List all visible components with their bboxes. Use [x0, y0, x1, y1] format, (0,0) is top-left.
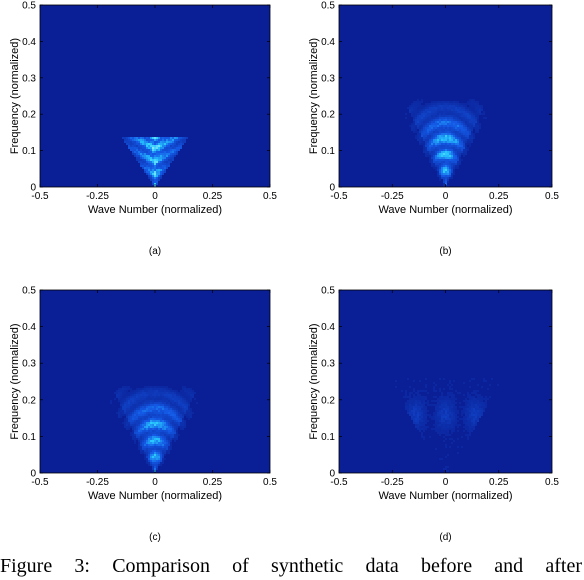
y-tick-label: 0.1 — [321, 146, 335, 157]
x-tick-label: -0.25 — [381, 191, 404, 202]
x-tick-label: -0.25 — [86, 191, 109, 202]
x-tick-label: 0.5 — [263, 191, 277, 202]
x-tick-label: 0.5 — [263, 477, 277, 488]
x-tick-label: 0.5 — [545, 191, 559, 202]
x-tick-label: -0.25 — [381, 477, 404, 488]
energy-field — [122, 137, 188, 187]
chart-panel-b: -0.5 -0.25 0 0.25 0.5 0 0.1 0.2 0.3 0.4 0.5 Wave Nu… — [308, 1, 559, 258]
y-axis-label: Frequency (normalized) — [308, 323, 320, 439]
energy-field — [110, 386, 198, 472]
x-tick-label: 0 — [443, 477, 449, 488]
y-tick-label: 0.3 — [321, 73, 335, 84]
y-tick-label: 0.5 — [321, 286, 335, 297]
chart-panel-a: -0.5 -0.25 0 0.25 0.5 0 0.1 0.2 0.3 0.4 0.5 Wave Nu… — [9, 1, 277, 258]
x-tick-label: 0 — [443, 191, 449, 202]
panel-label: (d) — [439, 532, 451, 543]
x-axis-label: Wave Number (normalized) — [88, 204, 222, 216]
x-tick-label: 0.25 — [203, 477, 223, 488]
y-tick-label: 0 — [329, 469, 335, 480]
panel-label: (c) — [149, 532, 161, 543]
x-tick-label: 0 — [152, 477, 158, 488]
y-tick-label: 0.5 — [22, 1, 36, 12]
y-tick-label: 0.3 — [321, 359, 335, 370]
x-tick-label: -0.25 — [86, 477, 109, 488]
y-tick-label: 0.4 — [321, 37, 335, 48]
y-axis-label: Frequency (normalized) — [9, 38, 21, 154]
y-axis-label: Frequency (normalized) — [308, 38, 320, 154]
energy-field — [395, 378, 499, 472]
x-tick-label: -0.5 — [330, 477, 348, 488]
y-tick-label: 0.2 — [22, 395, 36, 406]
y-tick-label: 0 — [30, 183, 36, 194]
panel-label: (a) — [149, 246, 161, 257]
y-tick-label: 0.2 — [321, 395, 335, 406]
y-tick-label: 0.3 — [22, 359, 36, 370]
y-tick-label: 0.4 — [22, 322, 36, 333]
y-tick-label: 0.2 — [22, 110, 36, 121]
y-tick-label: 0.1 — [22, 432, 36, 443]
x-tick-label: 0.25 — [489, 191, 509, 202]
y-tick-label: 0.2 — [321, 110, 335, 121]
x-tick-label: 0.5 — [545, 477, 559, 488]
y-axis-label: Frequency (normalized) — [9, 323, 21, 439]
y-tick-label: 0.5 — [321, 1, 335, 12]
energy-field — [405, 99, 487, 187]
x-tick-label: 0.25 — [203, 191, 223, 202]
x-axis-label: Wave Number (normalized) — [88, 490, 222, 502]
x-axis-label: Wave Number (normalized) — [378, 204, 512, 216]
chart-panel-d: -0.5 -0.25 0 0.25 0.5 0 0.1 0.2 0.3 0.4 0.5 Wave Nu… — [308, 286, 559, 544]
figure: -0.5 -0.25 0 0.25 0.5 0 0.1 0.2 0.3 0.4 0.5 Wave Nu… — [9, 1, 559, 544]
y-tick-label: 0.4 — [321, 322, 335, 333]
y-tick-label: 0.1 — [22, 146, 36, 157]
x-axis-label: Wave Number (normalized) — [378, 490, 512, 502]
y-tick-label: 0.1 — [321, 432, 335, 443]
y-tick-label: 0 — [30, 469, 36, 480]
y-tick-label: 0.4 — [22, 37, 36, 48]
x-tick-label: -0.5 — [31, 477, 49, 488]
y-tick-label: 0.3 — [22, 73, 36, 84]
x-tick-label: 0 — [152, 191, 158, 202]
x-tick-label: -0.5 — [330, 191, 348, 202]
x-tick-label: 0.25 — [489, 477, 509, 488]
plot-area — [339, 290, 552, 473]
panel-label: (b) — [439, 246, 451, 257]
figure-caption: Figure 3: Comparison of synthetic data b… — [0, 555, 582, 577]
y-tick-label: 0.5 — [22, 286, 36, 297]
chart-panel-c: -0.5 -0.25 0 0.25 0.5 0 0.1 0.2 0.3 0.4 0.5 Wave Nu… — [9, 286, 277, 544]
y-tick-label: 0 — [329, 183, 335, 194]
x-tick-label: -0.5 — [31, 191, 49, 202]
